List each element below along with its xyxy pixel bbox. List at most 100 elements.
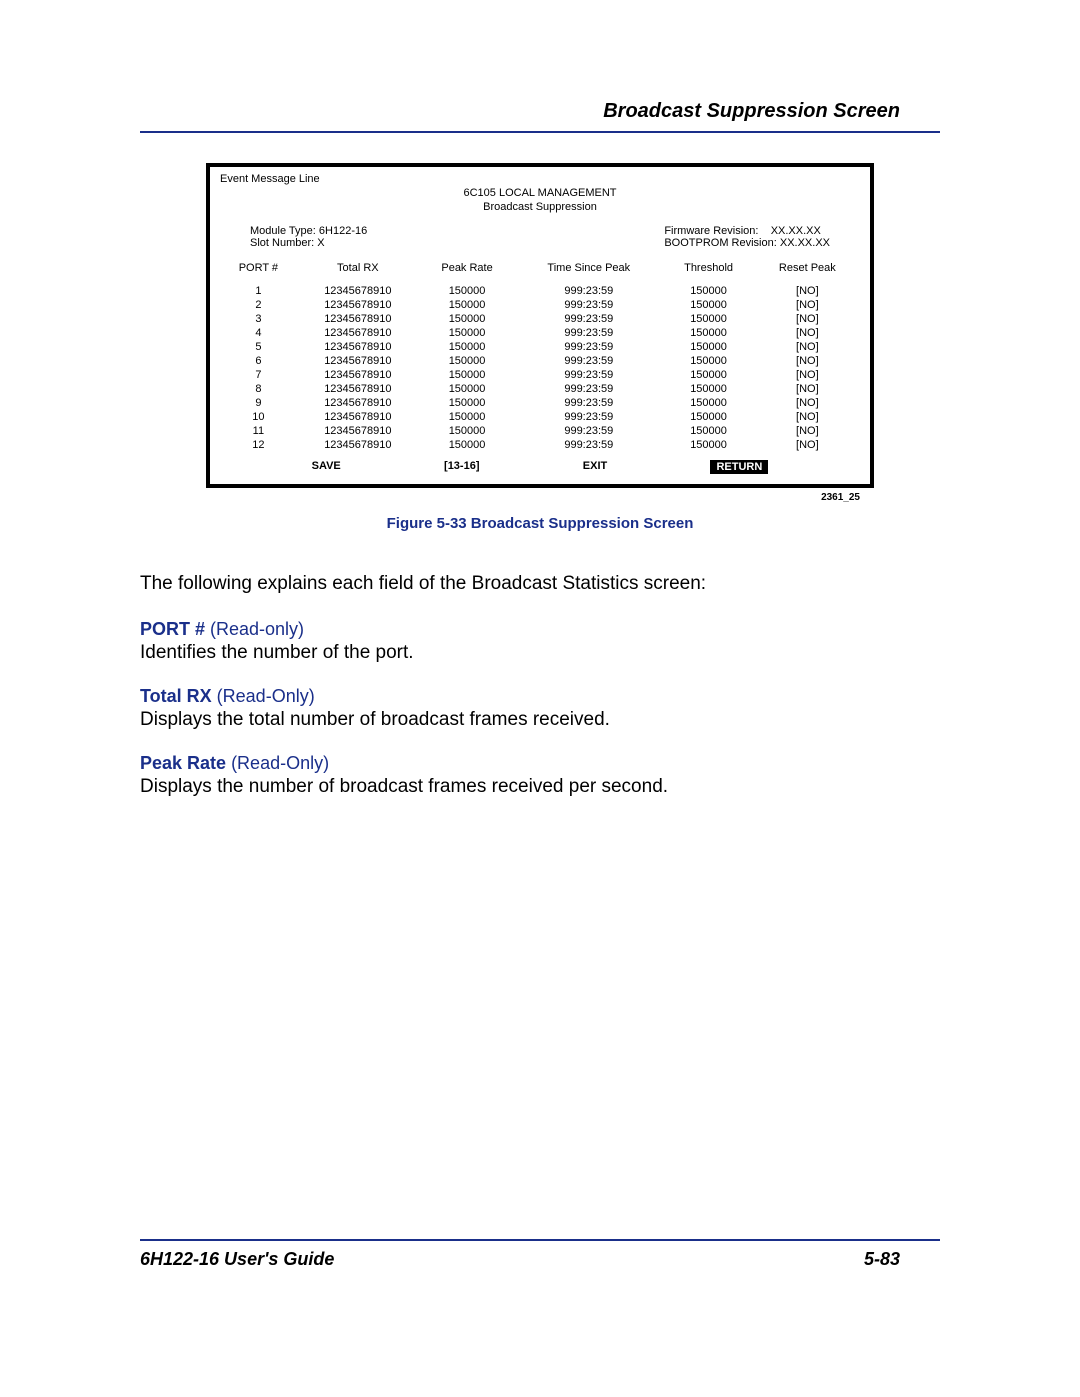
intro-text: The following explains each ﬁeld of the … (140, 572, 940, 597)
cell-port: 2 (220, 298, 297, 312)
cell-threshold: 150000 (662, 368, 754, 382)
cell-threshold: 150000 (662, 410, 754, 424)
cell-port: 7 (220, 368, 297, 382)
cell-total: 12345678910 (297, 354, 419, 368)
table-row: 812345678910150000999:23:59150000[NO] (220, 382, 860, 396)
cell-time: 999:23:59 (515, 326, 662, 340)
cell-threshold: 150000 (662, 284, 754, 298)
cell-reset: [NO] (755, 438, 860, 452)
cell-time: 999:23:59 (515, 382, 662, 396)
table-row: 112345678910150000999:23:59150000[NO] (220, 284, 860, 298)
field-label: PORT # (140, 619, 210, 639)
cell-reset: [NO] (755, 410, 860, 424)
cell-threshold: 150000 (662, 340, 754, 354)
cell-reset: [NO] (755, 396, 860, 410)
cell-peak: 150000 (419, 284, 515, 298)
cell-time: 999:23:59 (515, 284, 662, 298)
screen-subtitle: Broadcast Suppression (220, 201, 860, 213)
field-desc: Displays the total number of broadcast f… (140, 709, 940, 731)
cell-threshold: 150000 (662, 298, 754, 312)
cell-peak: 150000 (419, 410, 515, 424)
page-header-title: Broadcast Suppression Screen (140, 100, 940, 131)
field-mode: (Read-Only) (231, 753, 329, 773)
slot-value: X (317, 237, 324, 249)
footer-page: 5-83 (864, 1249, 900, 1270)
table-row: 912345678910150000999:23:59150000[NO] (220, 396, 860, 410)
cell-total: 12345678910 (297, 438, 419, 452)
field-desc: Identiﬁes the number of the port. (140, 642, 940, 664)
terminal-screen-box: Event Message Line 6C105 LOCAL MANAGEMEN… (206, 163, 874, 488)
firmware-value: XX.XX.XX (771, 225, 821, 237)
cell-total: 12345678910 (297, 368, 419, 382)
cell-threshold: 150000 (662, 424, 754, 438)
page-footer: 6H122-16 User's Guide 5-83 (140, 1239, 940, 1270)
cell-peak: 150000 (419, 326, 515, 340)
table-row: 1212345678910150000999:23:59150000[NO] (220, 438, 860, 452)
cell-time: 999:23:59 (515, 312, 662, 326)
footer-rule (140, 1239, 940, 1241)
cell-total: 12345678910 (297, 284, 419, 298)
table-header-row: PORT # Total RX Peak Rate Time Since Pea… (220, 261, 860, 284)
field-block: Peak Rate (Read-Only) Displays the number… (140, 753, 940, 798)
field-block: Total RX (Read-Only)Displays the total n… (140, 686, 940, 731)
cell-total: 12345678910 (297, 312, 419, 326)
cell-peak: 150000 (419, 298, 515, 312)
table-row: 1112345678910150000999:23:59150000[NO] (220, 424, 860, 438)
cell-total: 12345678910 (297, 424, 419, 438)
cell-peak: 150000 (419, 354, 515, 368)
cell-port: 4 (220, 326, 297, 340)
bootprom-label: BOOTPROM Revision: (664, 237, 776, 249)
save-action[interactable]: SAVE (312, 460, 341, 474)
cell-peak: 150000 (419, 424, 515, 438)
cell-port: 10 (220, 410, 297, 424)
field-label: Peak Rate (140, 753, 231, 773)
table-row: 412345678910150000999:23:59150000[NO] (220, 326, 860, 340)
cell-peak: 150000 (419, 312, 515, 326)
slot-label: Slot Number: (250, 237, 314, 249)
firmware-label: Firmware Revision: (664, 225, 758, 237)
figure-id: 2361_25 (140, 492, 940, 503)
cell-reset: [NO] (755, 312, 860, 326)
cell-reset: [NO] (755, 340, 860, 354)
field-label: Total RX (140, 686, 217, 706)
cell-threshold: 150000 (662, 382, 754, 396)
exit-action[interactable]: EXIT (583, 460, 607, 474)
event-message-line: Event Message Line (220, 173, 860, 185)
screen-footer-row: SAVE [13-16] EXIT RETURN (220, 460, 860, 474)
cell-port: 6 (220, 354, 297, 368)
cell-reset: [NO] (755, 382, 860, 396)
cell-reset: [NO] (755, 354, 860, 368)
cell-peak: 150000 (419, 368, 515, 382)
field-block: PORT # (Read-only) Identiﬁes the number o… (140, 619, 940, 664)
cell-peak: 150000 (419, 438, 515, 452)
module-type-value: 6H122-16 (319, 225, 367, 237)
cell-reset: [NO] (755, 326, 860, 340)
cell-time: 999:23:59 (515, 340, 662, 354)
cell-peak: 150000 (419, 382, 515, 396)
cell-threshold: 150000 (662, 396, 754, 410)
cell-time: 999:23:59 (515, 410, 662, 424)
cell-total: 12345678910 (297, 326, 419, 340)
cell-time: 999:23:59 (515, 368, 662, 382)
port-table: PORT # Total RX Peak Rate Time Since Pea… (220, 261, 860, 452)
field-desc: Displays the number of broadcast frames … (140, 776, 940, 798)
cell-peak: 150000 (419, 396, 515, 410)
header-rule (140, 131, 940, 133)
cell-reset: [NO] (755, 424, 860, 438)
cell-threshold: 150000 (662, 354, 754, 368)
cell-time: 999:23:59 (515, 396, 662, 410)
cell-threshold: 150000 (662, 312, 754, 326)
col-port: PORT # (220, 261, 297, 284)
return-action[interactable]: RETURN (710, 460, 768, 474)
cell-port: 11 (220, 424, 297, 438)
cell-total: 12345678910 (297, 410, 419, 424)
cell-total: 12345678910 (297, 382, 419, 396)
mgmt-title: 6C105 LOCAL MANAGEMENT (220, 187, 860, 199)
cell-threshold: 150000 (662, 326, 754, 340)
bootprom-value: XX.XX.XX (780, 237, 830, 249)
cell-reset: [NO] (755, 298, 860, 312)
cell-time: 999:23:59 (515, 438, 662, 452)
cell-reset: [NO] (755, 368, 860, 382)
field-mode: (Read-only) (210, 619, 304, 639)
page-range[interactable]: [13-16] (444, 460, 479, 474)
